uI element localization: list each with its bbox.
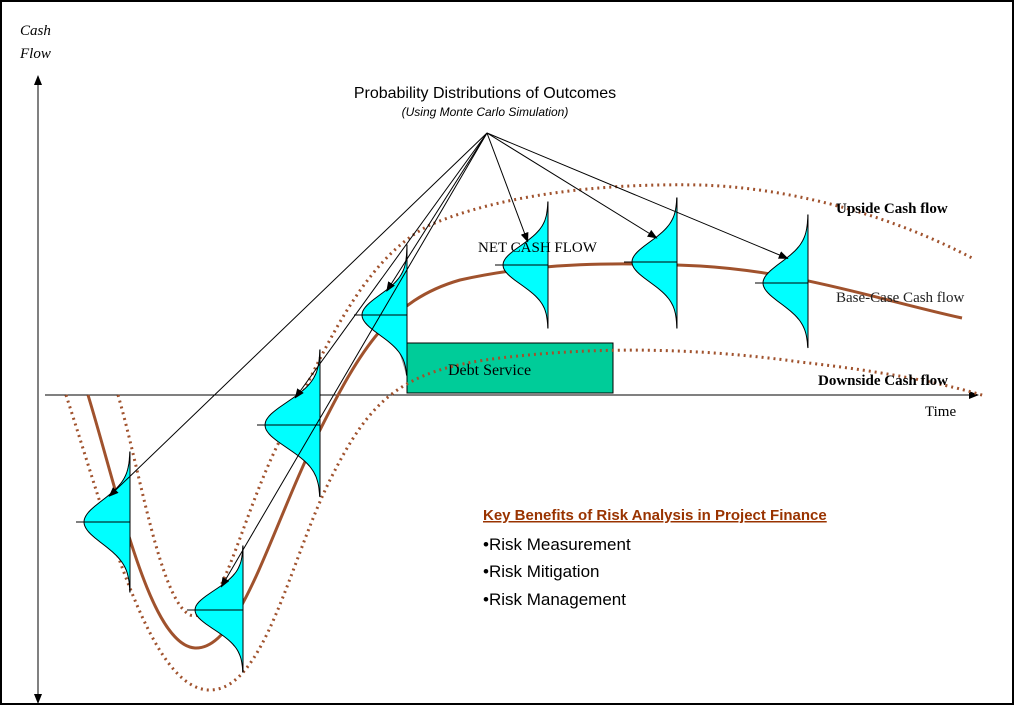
pointer-arrow — [486, 132, 789, 259]
distribution — [762, 214, 809, 349]
pointer-arrow — [294, 132, 488, 399]
y-axis-label: Cash — [20, 23, 51, 39]
distribution — [631, 197, 678, 329]
pointer-arrow — [386, 132, 488, 292]
downside-label: Downside Cash flow — [818, 373, 948, 389]
downside-curve — [64, 348, 986, 692]
pointer-arrow — [108, 132, 488, 497]
title: Probability Distributions of Outcomes — [354, 85, 616, 102]
pointer-arrow — [486, 132, 658, 239]
pointer-arrow — [220, 132, 488, 588]
debt-service-box — [406, 342, 614, 394]
pointer-arrow — [486, 132, 529, 243]
benefit-item: •Risk Measurement — [483, 535, 631, 554]
x-axis-label: Time — [925, 404, 956, 420]
benefit-item: •Risk Management — [483, 590, 626, 609]
base-label: Base-Case Cash flow — [836, 290, 964, 306]
distribution — [264, 349, 321, 498]
upside-curve — [116, 183, 973, 618]
benefit-item: •Risk Mitigation — [483, 562, 600, 581]
debt-service-label: Debt Service — [448, 362, 531, 379]
y-axis-label: Flow — [19, 46, 51, 62]
net-cash-flow-label: NET CASH FLOW — [478, 240, 598, 256]
benefits-heading: Key Benefits of Risk Analysis in Project… — [483, 507, 827, 524]
distribution — [361, 244, 408, 376]
base-case-curve — [86, 262, 963, 650]
upside-label: Upside Cash flow — [836, 201, 948, 217]
subtitle: (Using Monte Carlo Simulation) — [402, 105, 569, 119]
